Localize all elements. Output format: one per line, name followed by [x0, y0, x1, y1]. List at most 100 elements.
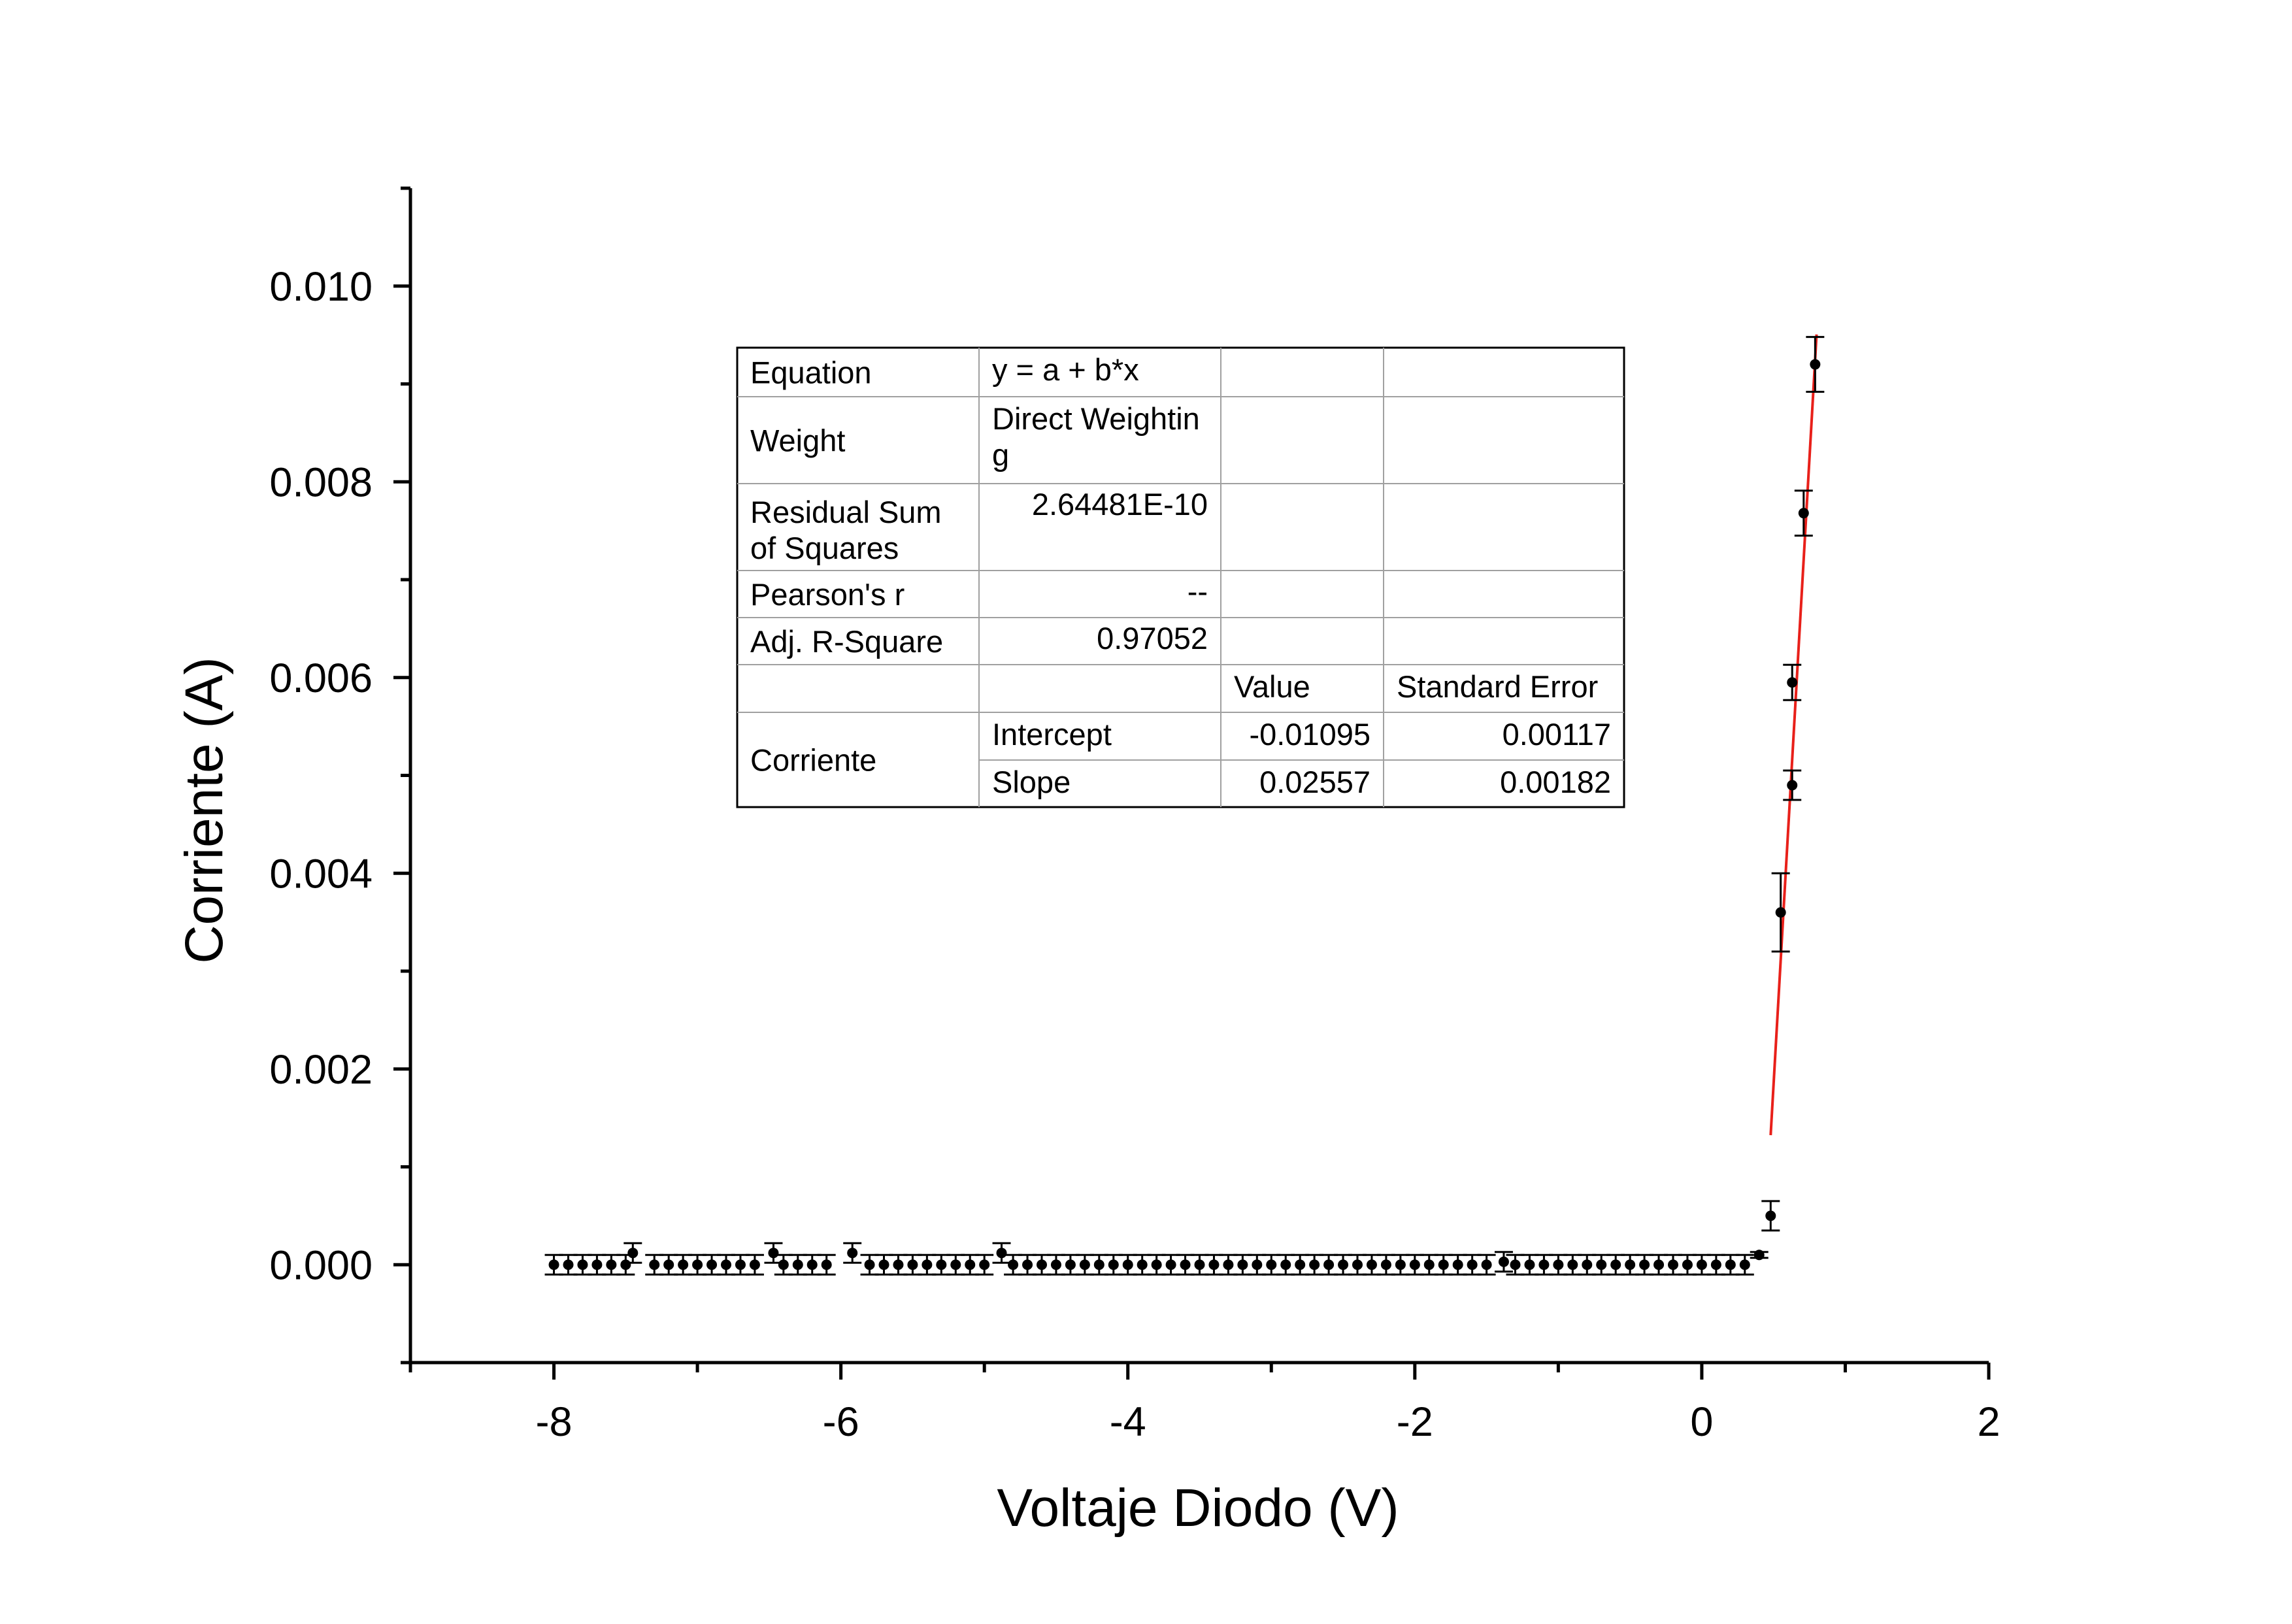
- marker: [692, 1259, 703, 1270]
- marker: [1093, 1259, 1104, 1270]
- marker: [979, 1259, 990, 1270]
- data-point: [992, 1242, 1011, 1264]
- table-label: Residual Sum: [750, 495, 942, 529]
- data-point: [1262, 1253, 1281, 1276]
- marker: [1423, 1259, 1435, 1270]
- data-point: [544, 1253, 563, 1276]
- data-point: [1664, 1253, 1682, 1276]
- data-point: [1477, 1253, 1496, 1276]
- x-tick-label: -6: [823, 1399, 859, 1445]
- data-point: [1291, 1253, 1310, 1276]
- y-axis-title: Corriente (A): [174, 657, 234, 963]
- table-param-stderr: 0.00182: [1500, 765, 1611, 799]
- data-point: [774, 1253, 793, 1276]
- marker: [1610, 1259, 1621, 1270]
- data-point: [1650, 1253, 1669, 1276]
- data-point: [703, 1253, 722, 1276]
- table-header: Value: [1234, 669, 1310, 704]
- fit-line: [1769, 334, 1818, 1136]
- marker: [1787, 780, 1798, 791]
- table-group-label: Corriente: [750, 743, 876, 778]
- data-point: [1018, 1253, 1037, 1276]
- data-point: [588, 1253, 606, 1276]
- marker: [768, 1248, 779, 1259]
- marker: [1237, 1259, 1248, 1270]
- marker: [1798, 508, 1809, 519]
- y-tick-label: 0.002: [269, 1047, 373, 1093]
- data-layer: [544, 334, 1825, 1276]
- marker: [792, 1259, 803, 1270]
- marker: [1194, 1259, 1205, 1270]
- marker: [996, 1248, 1007, 1259]
- table-param-name: Intercept: [992, 717, 1112, 752]
- data-point: [1578, 1253, 1597, 1276]
- table-label: Pearson's r: [750, 577, 905, 612]
- data-point: [559, 1253, 578, 1276]
- table-value: 2.64481E-10: [1032, 487, 1208, 522]
- data-point: [1104, 1253, 1123, 1276]
- data-point: [1806, 336, 1825, 393]
- data-point: [1089, 1253, 1108, 1276]
- data-point: [1535, 1253, 1553, 1276]
- data-point: [602, 1253, 621, 1276]
- marker: [1625, 1259, 1636, 1270]
- table-value: y = a + b*x: [992, 352, 1139, 387]
- marker: [950, 1259, 961, 1270]
- marker: [1352, 1259, 1363, 1270]
- marker: [922, 1259, 933, 1270]
- data-point: [688, 1253, 707, 1276]
- data-point: [1176, 1253, 1195, 1276]
- table-header: Standard Error: [1397, 669, 1598, 704]
- marker: [1380, 1259, 1391, 1270]
- data-point: [1420, 1253, 1438, 1276]
- marker: [1309, 1259, 1320, 1270]
- data-point: [843, 1242, 862, 1264]
- table-value: g: [992, 437, 1009, 472]
- data-point: [1248, 1253, 1267, 1276]
- data-point: [788, 1253, 807, 1276]
- data-point: [1606, 1253, 1625, 1276]
- data-point: [1750, 1250, 1769, 1261]
- marker: [1668, 1259, 1678, 1270]
- y-tick-label: 0.010: [269, 264, 373, 310]
- marker: [806, 1259, 818, 1270]
- data-point: [1233, 1253, 1252, 1276]
- marker: [1108, 1259, 1119, 1270]
- data-point: [573, 1253, 592, 1276]
- marker: [1050, 1259, 1061, 1270]
- data-point: [975, 1253, 994, 1276]
- marker: [1409, 1259, 1420, 1270]
- data-point: [1794, 489, 1813, 537]
- marker: [627, 1248, 639, 1259]
- x-tick-label: -2: [1397, 1399, 1433, 1445]
- marker: [878, 1259, 889, 1270]
- table-value: --: [1188, 574, 1208, 608]
- marker: [1079, 1259, 1090, 1270]
- marker: [663, 1259, 674, 1270]
- y-tick-label: 0.006: [269, 655, 373, 701]
- data-point: [1276, 1253, 1295, 1276]
- marker: [1753, 1250, 1765, 1261]
- marker: [735, 1259, 746, 1270]
- marker: [1065, 1259, 1076, 1270]
- marker: [821, 1259, 832, 1270]
- table-param-value: -0.01095: [1249, 717, 1370, 752]
- data-point: [1190, 1253, 1209, 1276]
- data-point: [1219, 1253, 1238, 1276]
- marker: [936, 1259, 947, 1270]
- table-param-stderr: 0.00117: [1503, 717, 1611, 752]
- marker: [1165, 1259, 1176, 1270]
- marker: [1538, 1259, 1550, 1270]
- marker: [706, 1259, 718, 1270]
- data-point: [1133, 1253, 1152, 1276]
- data-point: [1783, 663, 1802, 701]
- marker: [1725, 1259, 1736, 1270]
- data-point: [1692, 1253, 1711, 1276]
- marker: [1252, 1259, 1263, 1270]
- marker: [1567, 1259, 1578, 1270]
- marker: [1510, 1259, 1521, 1270]
- marker: [1122, 1259, 1133, 1270]
- data-point: [1463, 1253, 1482, 1276]
- marker: [1438, 1259, 1449, 1270]
- data-point: [1004, 1253, 1023, 1276]
